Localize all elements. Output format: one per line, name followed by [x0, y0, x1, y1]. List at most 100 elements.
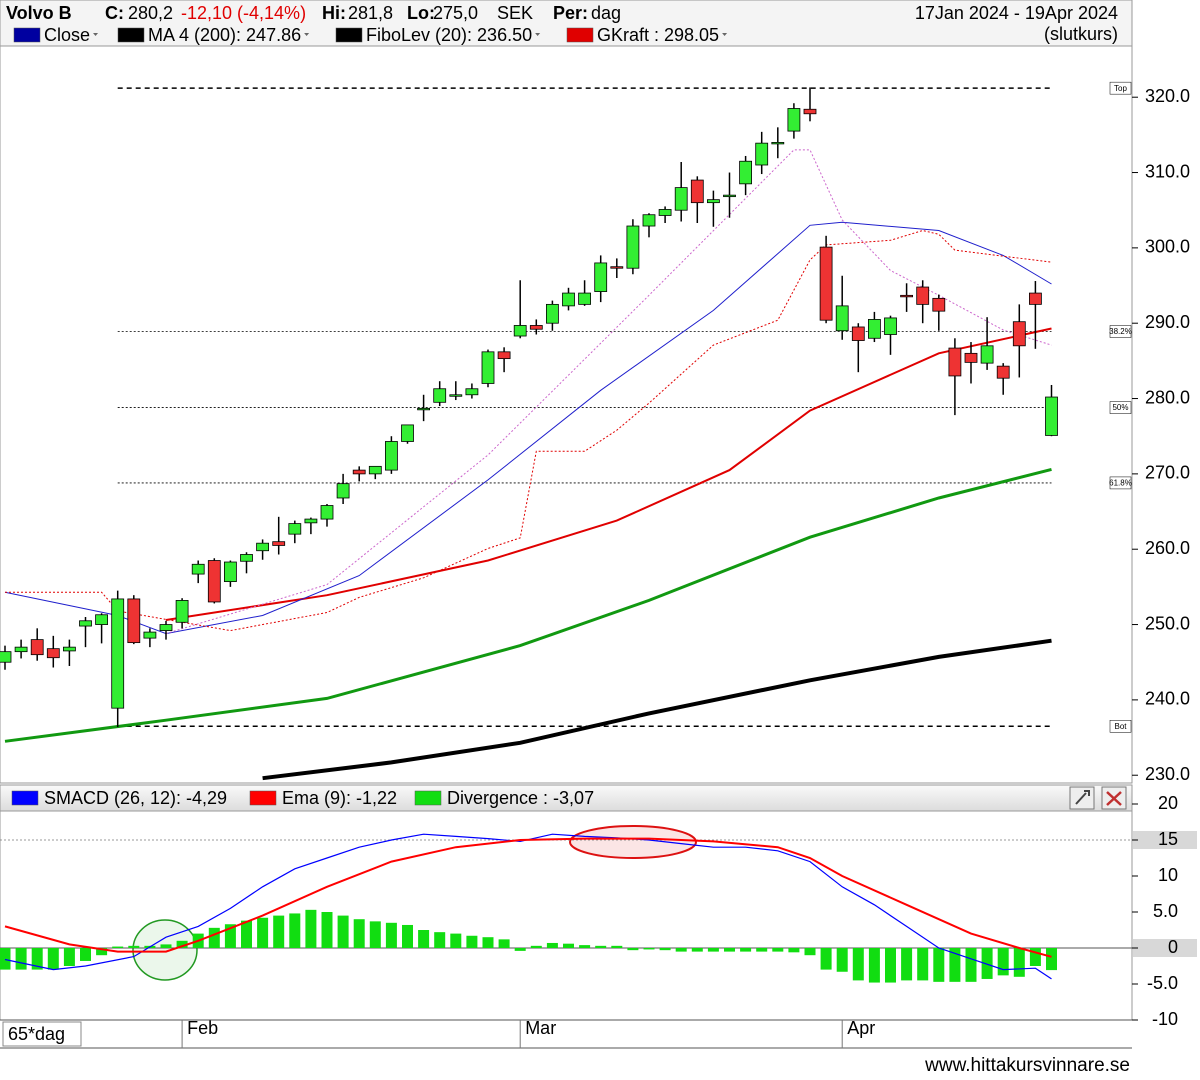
period: dag [591, 3, 621, 23]
candle-body [835, 305, 849, 332]
histogram-bar [852, 948, 864, 981]
histogram-bar [756, 948, 768, 952]
histogram-bar [450, 933, 462, 948]
series-line [4, 833, 1052, 980]
candle-body [610, 266, 624, 269]
candle-body [63, 646, 76, 652]
candle-body [433, 388, 447, 403]
histogram-bar [595, 945, 607, 948]
macd-plot [0, 833, 1132, 983]
histogram-bar [47, 948, 59, 970]
series-line [4, 837, 1052, 958]
histogram-bar [659, 948, 671, 951]
y-tick-label: -5.0 [1147, 973, 1178, 993]
close-label: C: [105, 3, 124, 23]
legend-dropdown [304, 33, 310, 36]
candle-body [1029, 292, 1042, 305]
candle-body [964, 352, 978, 363]
price-plot [0, 87, 1058, 781]
histogram-bar [691, 948, 703, 952]
hi-label: Hi: [322, 3, 346, 23]
hi-value: 281,8 [348, 3, 393, 23]
candle-body [851, 326, 865, 341]
histogram-bar [31, 948, 43, 970]
histogram-bar [369, 921, 381, 948]
legend-swatch [13, 27, 41, 43]
candle-body [288, 523, 302, 535]
header-bar [0, 0, 1133, 47]
series-line [5, 229, 1052, 632]
candle-body [1045, 396, 1058, 436]
candle-body [95, 614, 108, 625]
tick-highlight [1133, 831, 1197, 849]
candle-body [30, 639, 44, 656]
wrench-icon [1075, 790, 1090, 805]
legend-label: Close [44, 25, 90, 45]
candle-body [916, 286, 930, 305]
histogram-bar [804, 948, 816, 956]
candle-body [723, 194, 736, 198]
histogram-bar [353, 919, 365, 948]
candle-body [513, 325, 527, 337]
histogram-bar [901, 948, 913, 981]
histogram-bar [1046, 948, 1057, 971]
candle-body [14, 646, 28, 653]
y-tick-label: 270.0 [1145, 463, 1190, 483]
candle-body [111, 598, 125, 709]
y-tick-label: 280.0 [1145, 387, 1190, 407]
histogram-bar [112, 946, 124, 948]
histogram-bar [788, 948, 800, 953]
candle-body [368, 465, 382, 475]
tick-highlight [1133, 939, 1197, 957]
histogram-bar [482, 937, 494, 948]
x-tick-label: Feb [187, 1018, 218, 1038]
histogram-bar [949, 948, 961, 982]
candle-body [884, 317, 897, 335]
histogram-bar [128, 945, 140, 948]
y-tick-label: 5.0 [1153, 901, 1178, 921]
legend-dropdown [93, 33, 99, 36]
y-tick-label: 320.0 [1145, 86, 1190, 106]
candle-body [562, 292, 575, 307]
histogram-bar [772, 948, 784, 952]
date-range: 17Jan 2024 - 19Apr 2024 [915, 3, 1118, 23]
fib-label-box [1109, 720, 1132, 733]
candle-body [401, 424, 414, 442]
candle-body [256, 542, 270, 552]
candle-body [980, 345, 994, 364]
candle-body [0, 651, 12, 663]
y-tick-label: 10 [1158, 865, 1178, 885]
y-tick-label: 250.0 [1145, 613, 1190, 633]
candle-body [143, 631, 157, 639]
legend-label: MA 4 (200): 247.86 [148, 25, 301, 45]
legend-dropdown [722, 33, 728, 36]
legend-label: FiboLev (20): 236.50 [366, 25, 532, 45]
legend-swatch [11, 790, 39, 806]
x-tick-label: Apr [847, 1018, 875, 1038]
y-tick-label: 20 [1158, 793, 1178, 813]
histogram-bar [498, 939, 510, 948]
histogram-bar [160, 944, 172, 948]
histogram-bar [997, 948, 1009, 976]
period-label: Per: [553, 3, 588, 23]
candle-body [449, 394, 463, 397]
histogram-bar [208, 927, 220, 948]
histogram-bar [418, 930, 430, 948]
histogram-bar [643, 948, 655, 950]
histogram-bar [965, 948, 977, 982]
y-tick-label: 15 [1158, 829, 1178, 849]
histogram-bar [740, 948, 752, 952]
histogram-bar [305, 909, 317, 948]
candle-body [707, 199, 720, 204]
y-tick-label: 310.0 [1145, 161, 1190, 181]
fib-label: Top [1114, 84, 1127, 93]
candle-body [240, 554, 253, 562]
candle-body [481, 351, 495, 384]
candle-body [223, 561, 237, 583]
histogram-bar [579, 945, 591, 948]
legend-label: Divergence : -3,07 [447, 788, 594, 808]
histogram-bar [385, 922, 397, 948]
candle-body [803, 108, 817, 115]
candle-body [900, 294, 913, 298]
